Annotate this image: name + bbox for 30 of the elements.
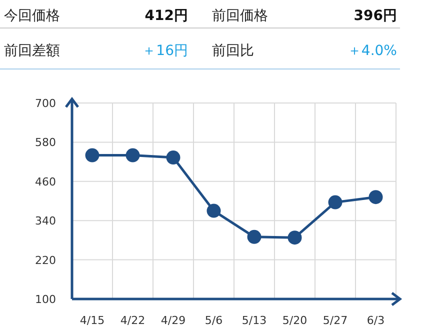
point (288, 230, 302, 245)
text: 前回比 (212, 43, 254, 59)
x-tick-label: 5/27 (322, 314, 348, 327)
x-tick-label: 4/15 (80, 314, 105, 327)
point (368, 190, 383, 204)
x-tick-label: 5/6 (204, 314, 223, 327)
text: 前回価格 (212, 8, 268, 24)
y-tick-label: 100 (35, 293, 56, 306)
text: ＋16円 (142, 43, 188, 59)
text: 412円 (144, 8, 188, 24)
point (247, 230, 262, 244)
y-tick-label: 460 (35, 175, 56, 188)
point (166, 150, 180, 165)
x-tick-label: 5/13 (242, 314, 267, 327)
x-tick-label: 4/22 (120, 314, 146, 327)
point (85, 148, 100, 162)
point (126, 148, 140, 162)
x-tick-label: 6/3 (366, 314, 385, 327)
y-tick-label: 220 (35, 254, 56, 267)
x-tick-label: 4/29 (160, 314, 186, 327)
y-tick-label: 340 (35, 214, 56, 228)
text: 前回差額 (4, 43, 60, 59)
y-tick-label: 580 (35, 136, 56, 150)
text: 今回価格 (4, 8, 60, 24)
point (328, 195, 342, 210)
text: ＋4.0% (347, 43, 397, 59)
text: 396円 (354, 8, 397, 24)
y-tick-label: 700 (35, 97, 56, 110)
point (206, 204, 221, 218)
x-tick-label: 5/20 (282, 314, 308, 327)
